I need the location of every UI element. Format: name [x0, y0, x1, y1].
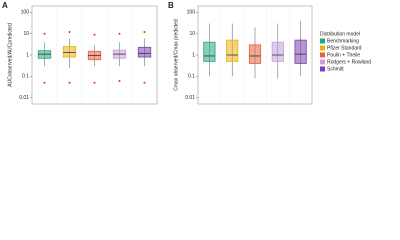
y-tick-label: 0.01 [185, 95, 195, 101]
outlier [93, 81, 96, 84]
y-tick-label: 1 [26, 52, 29, 58]
figure: A AUCobserved/AUCpredicted 0.01 0.1 1 10 100 BC… [2, 1, 371, 105]
legend-title: Distribution model [320, 31, 360, 37]
y-tick-label: 100 [21, 10, 30, 16]
outlier [43, 81, 46, 84]
legend-swatch [320, 66, 325, 72]
outlier [68, 81, 71, 84]
legend-label: Schmitt [327, 66, 344, 72]
outlier [93, 33, 96, 36]
outlier [43, 32, 46, 35]
y-tick-label: 0.01 [19, 95, 29, 101]
legend-swatch [320, 59, 325, 65]
legend-label: Benchmarking [327, 38, 359, 44]
y-tick-label: 100 [187, 10, 196, 16]
y-axis-label: Cmax observed/Cmax predicted [173, 19, 179, 91]
outlier [143, 31, 146, 34]
box [137, 46, 152, 58]
panel-letter: B [168, 1, 174, 10]
box [294, 39, 307, 64]
outlier [118, 80, 121, 83]
y-tick-label: 1 [192, 52, 195, 58]
panel-letter: A [2, 1, 8, 10]
legend-swatch [320, 45, 325, 51]
box [226, 39, 239, 62]
outlier [143, 81, 146, 84]
legend-swatch [320, 52, 325, 58]
legend-label: Pfizer Standard [327, 45, 362, 51]
legend-swatch [320, 38, 325, 44]
box [271, 41, 284, 62]
legend-label: Poulin + Theile [327, 52, 360, 58]
y-axis-label: AUCobserved/AUCpredicted [7, 23, 13, 87]
page: {"chart_data": [ {"type": "box", "label"… [0, 0, 400, 116]
outlier [68, 31, 71, 34]
box [203, 41, 216, 62]
box [248, 44, 262, 64]
box [62, 46, 77, 58]
y-tick-label: 10 [23, 31, 29, 37]
y-tick-label: 10 [189, 31, 195, 37]
y-tick-label: 0.1 [22, 74, 29, 80]
y-tick-label: 0.1 [188, 74, 195, 80]
outlier [118, 32, 121, 35]
legend-label: Rodgers + Rowland [327, 59, 371, 65]
